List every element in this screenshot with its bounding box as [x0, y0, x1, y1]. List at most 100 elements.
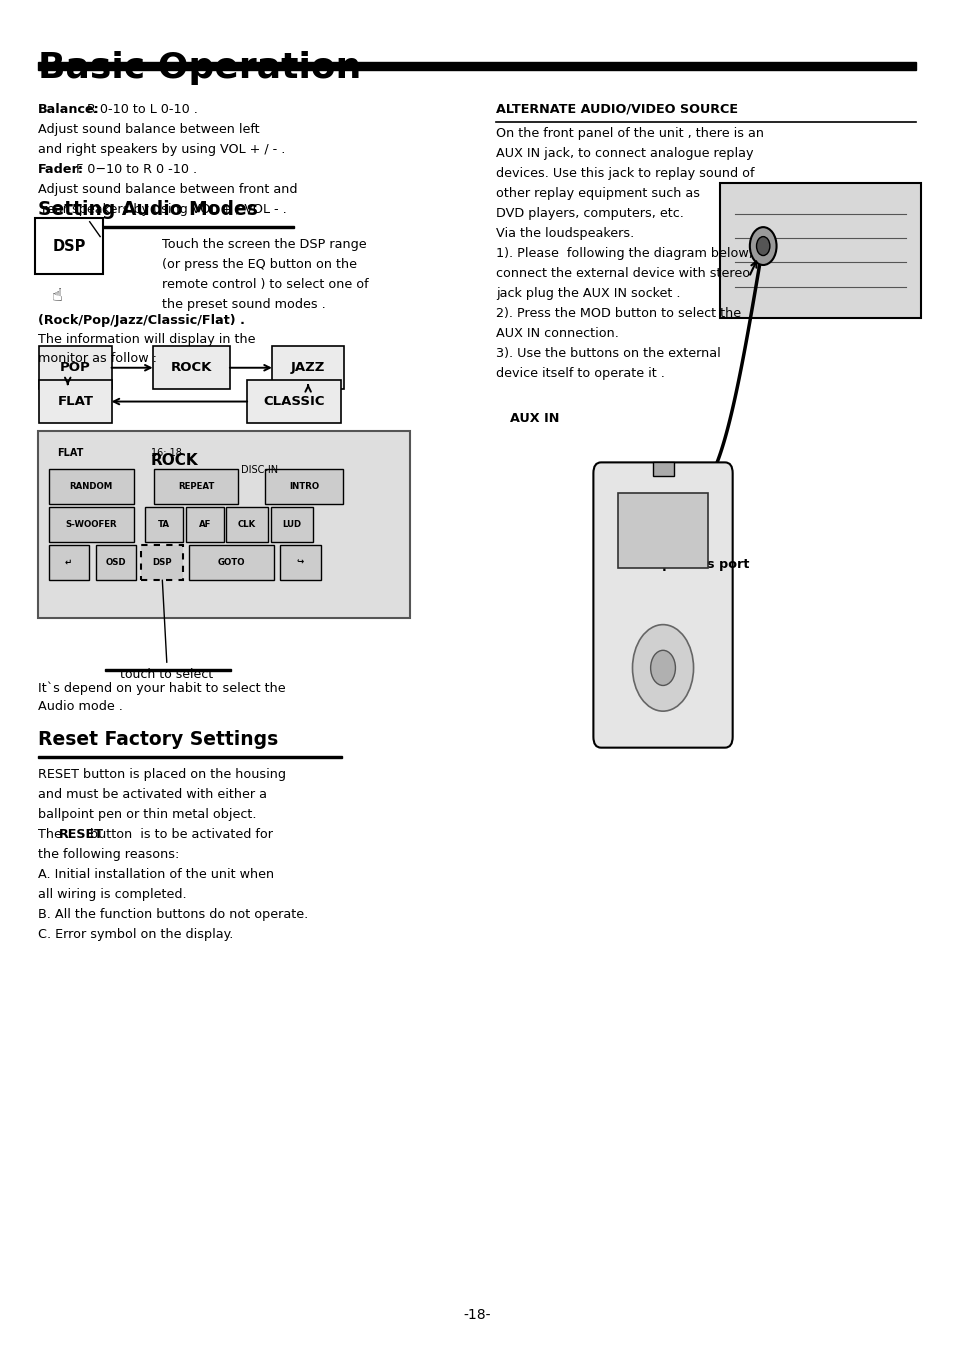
FancyBboxPatch shape [189, 545, 274, 580]
Text: Balance:: Balance: [38, 103, 100, 116]
Text: FLAT: FLAT [57, 395, 93, 408]
Bar [618, 493, 707, 568]
Text: (Rock/Pop/Jazz/Classic/Flat) .: (Rock/Pop/Jazz/Classic/Flat) . [38, 314, 245, 327]
Text: ↪: ↪ [296, 558, 304, 566]
Circle shape [756, 237, 769, 256]
Text: R 0-10 to L 0-10 .: R 0-10 to L 0-10 . [83, 103, 198, 116]
Text: and must be activated with either a: and must be activated with either a [38, 788, 267, 800]
Text: DISC-IN: DISC-IN [241, 465, 278, 475]
Text: 1). Please  following the diagram below,: 1). Please following the diagram below, [496, 247, 752, 260]
FancyBboxPatch shape [272, 346, 344, 389]
Text: -18-: -18- [463, 1309, 490, 1322]
Text: RANDOM: RANDOM [70, 483, 112, 491]
Text: ROCK: ROCK [171, 361, 212, 375]
Text: The: The [38, 827, 66, 841]
Text: touch to select: touch to select [120, 668, 213, 681]
Text: 3). Use the buttons on the external: 3). Use the buttons on the external [496, 347, 720, 360]
Text: RESET: RESET [58, 827, 104, 841]
FancyBboxPatch shape [49, 469, 133, 504]
Text: OSD: OSD [106, 558, 127, 566]
Text: S-WOOFER: S-WOOFER [65, 521, 117, 529]
Text: button  is to be activated for: button is to be activated for [86, 827, 273, 841]
FancyBboxPatch shape [49, 507, 133, 542]
Text: Audio mode .: Audio mode . [38, 700, 123, 714]
Bar [38, 62, 915, 70]
Circle shape [749, 227, 776, 265]
Text: DSP: DSP [52, 238, 86, 254]
Bar [653, 462, 674, 476]
Text: other replay equipment such as: other replay equipment such as [496, 187, 700, 200]
Bar [38, 756, 341, 758]
FancyBboxPatch shape [271, 507, 313, 542]
Text: and right speakers by using VOL + / - .: and right speakers by using VOL + / - . [38, 143, 285, 155]
Circle shape [632, 625, 693, 711]
Text: all wiring is completed.: all wiring is completed. [38, 888, 187, 900]
Text: 2). Press the MOD button to select the: 2). Press the MOD button to select the [496, 307, 740, 320]
Text: It`s depend on your habit to select the: It`s depend on your habit to select the [38, 681, 286, 695]
FancyBboxPatch shape [720, 183, 920, 318]
Text: B. All the function buttons do not operate.: B. All the function buttons do not opera… [38, 909, 308, 921]
Text: device itself to operate it .: device itself to operate it . [496, 368, 664, 380]
Text: Touch the screen the DSP range: Touch the screen the DSP range [162, 238, 366, 251]
FancyBboxPatch shape [265, 469, 343, 504]
Text: ballpoint pen or thin metal object.: ballpoint pen or thin metal object. [38, 808, 256, 821]
FancyBboxPatch shape [280, 545, 320, 580]
Text: INTRO: INTRO [289, 483, 319, 491]
Text: Setting Audio Modes: Setting Audio Modes [38, 200, 257, 219]
Text: RESET button is placed on the housing: RESET button is placed on the housing [38, 768, 286, 781]
Text: monitor as follow :: monitor as follow : [38, 352, 157, 365]
FancyBboxPatch shape [186, 507, 224, 542]
Circle shape [650, 650, 675, 685]
Text: The information will display in the: The information will display in the [38, 333, 255, 346]
Text: AUX IN connection.: AUX IN connection. [496, 327, 618, 341]
FancyBboxPatch shape [39, 346, 112, 389]
FancyBboxPatch shape [153, 469, 238, 504]
Text: ☝: ☝ [51, 287, 63, 304]
Text: rear speakers by using VOL + / VOL - .: rear speakers by using VOL + / VOL - . [38, 203, 287, 216]
Text: JAZZ: JAZZ [291, 361, 325, 375]
Text: (or press the EQ button on the: (or press the EQ button on the [162, 258, 356, 270]
Text: Via the loudspeakers.: Via the loudspeakers. [496, 227, 634, 241]
FancyBboxPatch shape [49, 545, 89, 580]
Text: C. Error symbol on the display.: C. Error symbol on the display. [38, 927, 233, 941]
Text: ALTERNATE AUDIO/VIDEO SOURCE: ALTERNATE AUDIO/VIDEO SOURCE [496, 103, 738, 116]
FancyBboxPatch shape [226, 507, 268, 542]
Text: FLAT: FLAT [57, 448, 84, 457]
Text: Fader:: Fader: [38, 162, 84, 176]
FancyBboxPatch shape [39, 380, 112, 423]
Text: ROCK: ROCK [151, 453, 198, 468]
Text: Reset Factory Settings: Reset Factory Settings [38, 730, 278, 749]
Bar [38, 226, 294, 228]
FancyBboxPatch shape [145, 507, 183, 542]
Text: CLASSIC: CLASSIC [263, 395, 324, 408]
FancyBboxPatch shape [35, 218, 103, 274]
Text: REPEAT: REPEAT [177, 483, 214, 491]
Text: devices. Use this jack to replay sound of: devices. Use this jack to replay sound o… [496, 168, 754, 180]
Text: AUX IN jack, to connect analogue replay: AUX IN jack, to connect analogue replay [496, 147, 753, 160]
Text: AF: AF [199, 521, 211, 529]
FancyBboxPatch shape [247, 380, 340, 423]
Text: Adjust sound balance between front and: Adjust sound balance between front and [38, 183, 297, 196]
Text: connect the external device with stereo: connect the external device with stereo [496, 268, 749, 280]
FancyBboxPatch shape [593, 462, 732, 748]
Bar [38, 431, 410, 618]
Text: Headphones port: Headphones port [624, 558, 748, 572]
Text: GOTO: GOTO [217, 558, 245, 566]
Text: CLK: CLK [237, 521, 256, 529]
Text: remote control ) to select one of: remote control ) to select one of [162, 279, 369, 291]
Text: ↵: ↵ [65, 558, 72, 566]
Text: LUD: LUD [282, 521, 301, 529]
Bar [105, 669, 231, 671]
Text: Adjust sound balance between left: Adjust sound balance between left [38, 123, 259, 135]
Text: TA: TA [158, 521, 170, 529]
Text: Basic Operation: Basic Operation [38, 51, 361, 85]
Text: POP: POP [60, 361, 91, 375]
FancyBboxPatch shape [96, 545, 136, 580]
FancyBboxPatch shape [152, 346, 230, 389]
Text: On the front panel of the unit , there is an: On the front panel of the unit , there i… [496, 127, 763, 141]
Text: jack plug the AUX IN socket .: jack plug the AUX IN socket . [496, 287, 679, 300]
Text: the preset sound modes .: the preset sound modes . [162, 297, 326, 311]
Text: 16: 18: 16: 18 [151, 448, 181, 457]
FancyBboxPatch shape [141, 545, 183, 580]
Text: DSP: DSP [152, 558, 172, 566]
